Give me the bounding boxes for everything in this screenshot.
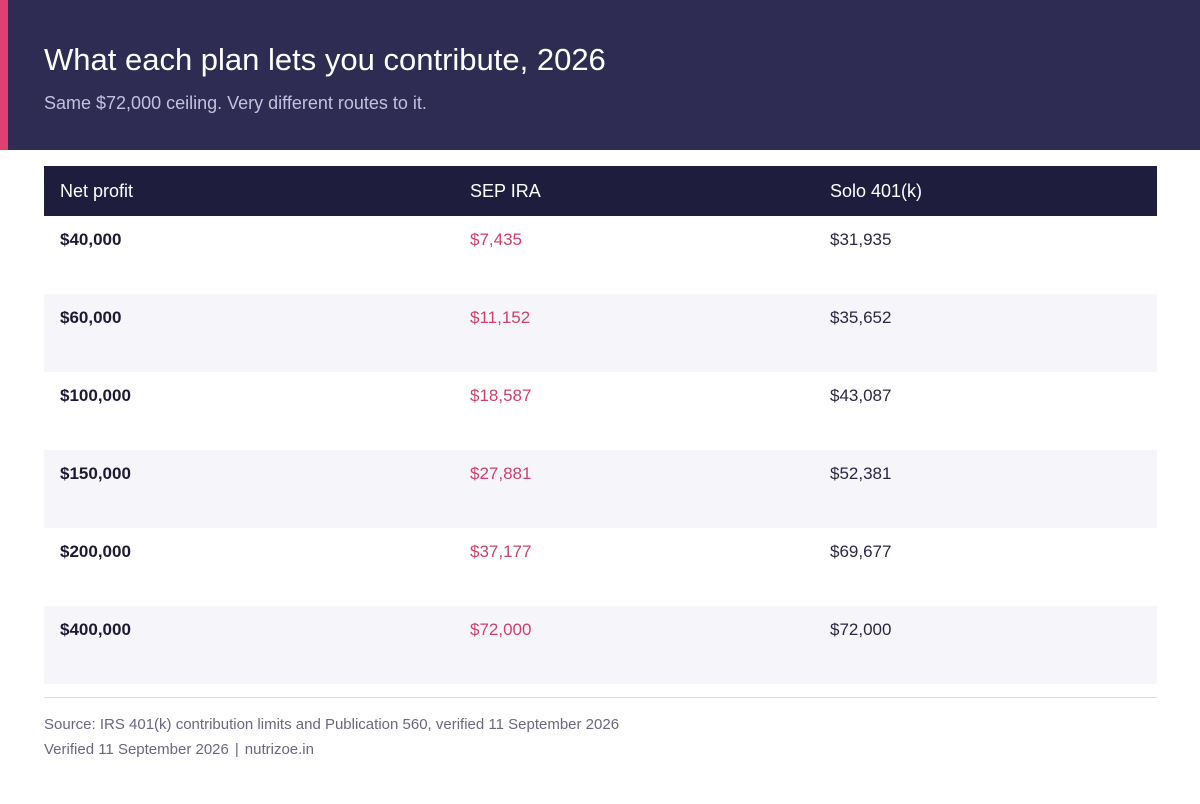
- sep-ira-cell: $11,152: [470, 308, 531, 327]
- net-profit-cell: $40,000: [60, 230, 122, 249]
- table-row: $100,000 $18,587 $43,087: [44, 372, 1157, 450]
- sep-ira-cell: $27,881: [470, 464, 532, 483]
- net-profit-cell: $150,000: [60, 464, 131, 483]
- table-row: $60,000 $11,152 $35,652: [44, 294, 1157, 372]
- solo-401k-cell: $35,652: [830, 308, 892, 327]
- net-profit-cell: $400,000: [60, 620, 131, 639]
- accent-bar: [0, 0, 8, 150]
- net-profit-cell: $60,000: [60, 308, 122, 327]
- net-profit-cell: $200,000: [60, 542, 131, 561]
- sep-ira-cell: $72,000: [470, 620, 532, 639]
- solo-401k-cell: $43,087: [830, 386, 892, 405]
- header-banner: What each plan lets you contribute, 2026…: [0, 0, 1200, 150]
- verified-date: Verified 11 September 2026: [44, 741, 229, 758]
- footer-divider: [44, 697, 1157, 698]
- table-row: $200,000 $37,177 $69,677: [44, 528, 1157, 606]
- column-header-net-profit: Net profit: [60, 180, 134, 201]
- table-row: $400,000 $72,000 $72,000: [44, 606, 1157, 684]
- contribution-table: Net profit SEP IRA Solo 401(k) $40,000 $…: [44, 166, 1157, 684]
- verified-line: Verified 11 September 2026 | nutrizoe.in: [44, 741, 314, 758]
- footer-separator: |: [234, 741, 239, 758]
- source-note: Source: IRS 401(k) contribution limits a…: [44, 716, 620, 733]
- column-header-sep-ira: SEP IRA: [470, 180, 541, 201]
- table-row: $40,000 $7,435 $31,935: [44, 216, 1157, 294]
- sep-ira-cell: $18,587: [470, 386, 532, 405]
- table-row: $150,000 $27,881 $52,381: [44, 450, 1157, 528]
- site-name: nutrizoe.in: [244, 741, 314, 758]
- chart-subtitle: Same $72,000 ceiling. Very different rou…: [44, 93, 427, 113]
- column-header-solo-401k: Solo 401(k): [830, 180, 923, 201]
- sep-ira-cell: $7,435: [470, 230, 522, 249]
- sep-ira-cell: $37,177: [470, 542, 532, 561]
- solo-401k-cell: $52,381: [830, 464, 892, 483]
- net-profit-cell: $100,000: [60, 386, 131, 405]
- table-header-row: Net profit SEP IRA Solo 401(k): [44, 166, 1157, 216]
- solo-401k-cell: $72,000: [830, 620, 892, 639]
- solo-401k-cell: $69,677: [830, 542, 892, 561]
- solo-401k-cell: $31,935: [830, 230, 892, 249]
- chart-title: What each plan lets you contribute, 2026: [44, 42, 606, 77]
